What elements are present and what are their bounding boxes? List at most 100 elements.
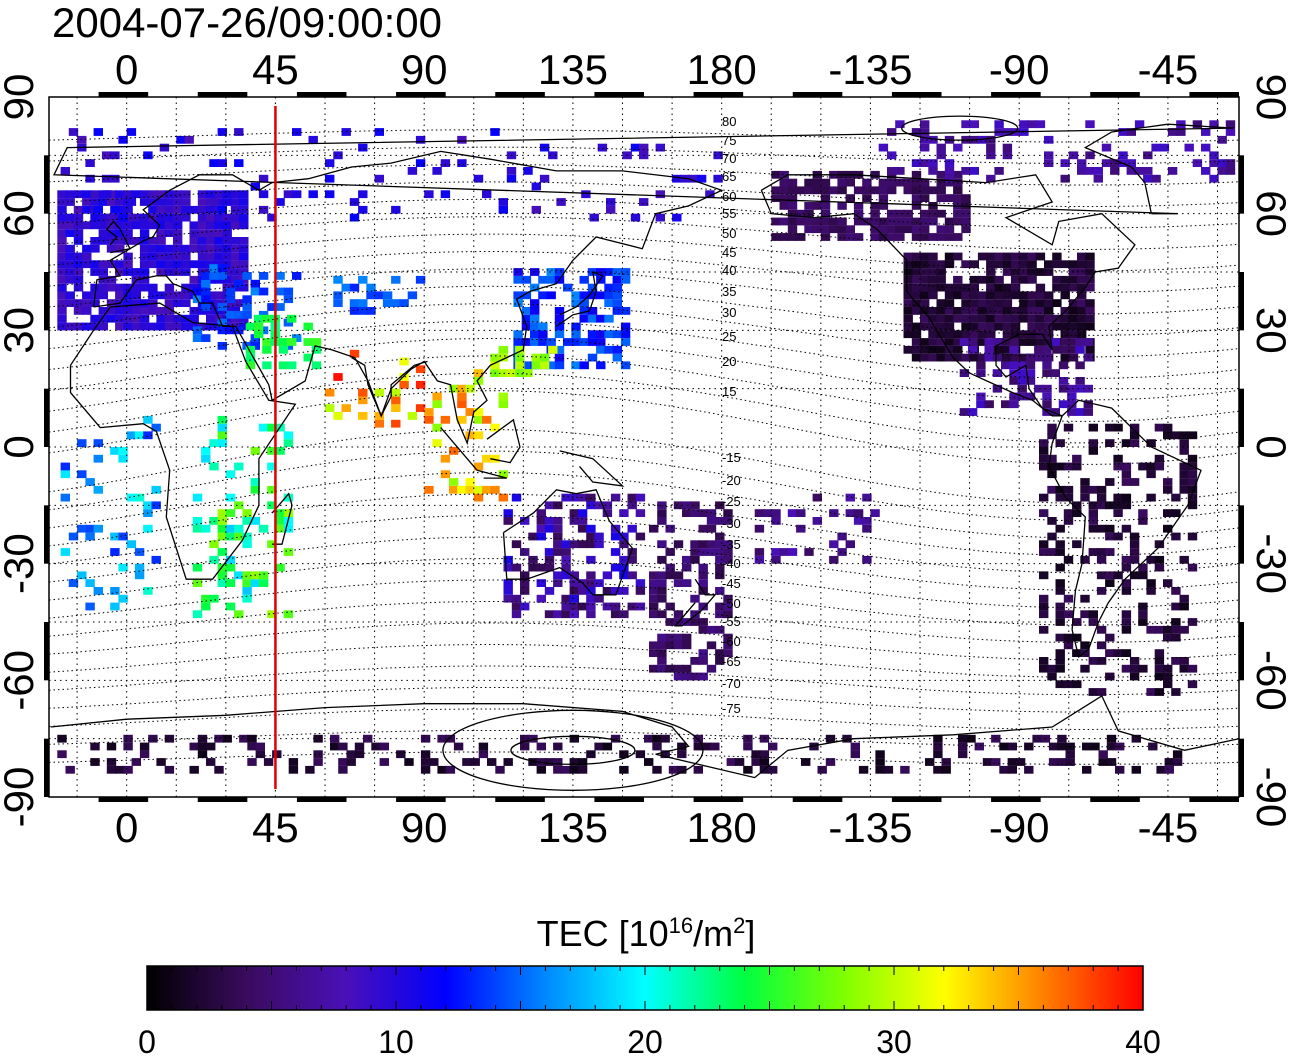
- tec-cell: [267, 485, 277, 494]
- tec-cell: [1075, 377, 1085, 385]
- tec-cell: [571, 299, 581, 307]
- tec-cell: [657, 594, 667, 603]
- tec-cell: [1154, 555, 1165, 564]
- tec-cell: [65, 213, 75, 222]
- tec-cell: [1080, 649, 1090, 657]
- tec-cell: [561, 548, 571, 556]
- tec-cell: [209, 462, 219, 471]
- tec-cell: [530, 299, 540, 307]
- tec-cell: [139, 190, 150, 199]
- tec-cell: [953, 233, 963, 241]
- tec-cell: [68, 128, 79, 136]
- tec-cell: [944, 314, 955, 323]
- tec-cell: [1121, 462, 1132, 471]
- tec-cell: [126, 493, 137, 502]
- tec-cell: [217, 423, 227, 432]
- tec-cell: [982, 758, 993, 766]
- tec-cell: [530, 314, 540, 323]
- tec-cell: [1096, 501, 1107, 510]
- tec-cell: [1060, 322, 1070, 331]
- tec-cell: [677, 765, 687, 774]
- tec-cell: [415, 159, 426, 167]
- tec-cell: [432, 400, 442, 409]
- tec-cell: [1083, 408, 1093, 416]
- tec-cell: [1067, 400, 1077, 409]
- x-tick-label-bottom: 0: [115, 804, 138, 851]
- tec-cell: [1187, 454, 1198, 463]
- tec-cell: [1088, 423, 1098, 432]
- tec-cell: [139, 742, 150, 751]
- tec-cell: [715, 563, 725, 572]
- tec-cell: [520, 571, 530, 580]
- tec-cell: [283, 524, 294, 533]
- tec-cell: [201, 272, 211, 280]
- tec-cell: [1129, 664, 1140, 673]
- tec-cell: [173, 322, 183, 331]
- tec-cell: [503, 758, 513, 766]
- tec-cell: [139, 229, 150, 237]
- tec-cell: [278, 345, 289, 354]
- tec-cell: [569, 610, 579, 619]
- tec-cell: [225, 287, 236, 296]
- tec-cell: [936, 322, 946, 331]
- tec-cell: [820, 225, 831, 234]
- tec-cell: [928, 275, 938, 284]
- tec-cell: [657, 517, 667, 525]
- tec-cell: [164, 314, 175, 323]
- tec-cell: [1052, 260, 1062, 269]
- tec-cell: [754, 509, 765, 517]
- tec-cell: [992, 338, 1003, 346]
- contour-line: [49, 198, 1239, 229]
- tec-cell: [1047, 532, 1057, 541]
- tec-cell: [65, 291, 75, 300]
- tec-cell: [206, 252, 216, 261]
- tec-cell: [974, 742, 984, 751]
- tec-cell: [498, 369, 508, 377]
- tec-cell: [1058, 377, 1069, 385]
- tec-cell: [706, 625, 717, 634]
- tec-cell: [1019, 291, 1029, 300]
- tec-cell: [457, 159, 467, 167]
- tec-cell: [1143, 167, 1153, 175]
- tec-cell: [65, 198, 75, 206]
- tec-cell: [90, 268, 100, 276]
- tec-cell: [1163, 524, 1173, 533]
- tec-cell: [490, 361, 500, 370]
- tec-cell: [1085, 314, 1095, 323]
- tec-cell: [1055, 439, 1065, 447]
- frame-segment: [1239, 738, 1244, 797]
- tec-cell: [225, 470, 236, 479]
- y-tick-label-right: 60: [1248, 190, 1292, 237]
- tec-cell: [311, 338, 322, 346]
- tec-cell: [853, 517, 864, 525]
- coastline: [440, 427, 478, 471]
- tec-cell: [1146, 493, 1156, 502]
- tec-cell: [804, 217, 814, 226]
- tec-cell: [553, 742, 563, 751]
- tec-cell: [131, 283, 141, 292]
- tec-cell: [222, 268, 232, 276]
- tec-cell: [230, 237, 241, 245]
- tec-cell: [649, 649, 659, 657]
- x-tick-label-top: 45: [252, 46, 299, 93]
- tec-cell: [604, 291, 614, 300]
- tec-cell: [139, 221, 150, 230]
- tec-cell: [878, 186, 889, 195]
- tec-cell: [1002, 314, 1013, 323]
- tec-cell: [530, 283, 540, 292]
- tec-cell: [1055, 485, 1065, 494]
- tec-cell: [953, 338, 963, 346]
- tec-cell: [936, 283, 946, 292]
- tec-cell: [250, 579, 260, 587]
- tec-cell: [1055, 680, 1065, 689]
- tec-cell: [657, 610, 667, 619]
- frame-segment: [197, 92, 248, 97]
- tec-cell: [596, 338, 606, 346]
- tec-cell: [209, 555, 219, 564]
- tec-cell: [812, 517, 822, 525]
- tec-cell: [715, 501, 725, 510]
- tec-cell: [349, 349, 360, 358]
- tec-cell: [820, 194, 831, 202]
- tec-cell: [1050, 338, 1060, 346]
- y-tick-label-right: -90: [1248, 767, 1292, 828]
